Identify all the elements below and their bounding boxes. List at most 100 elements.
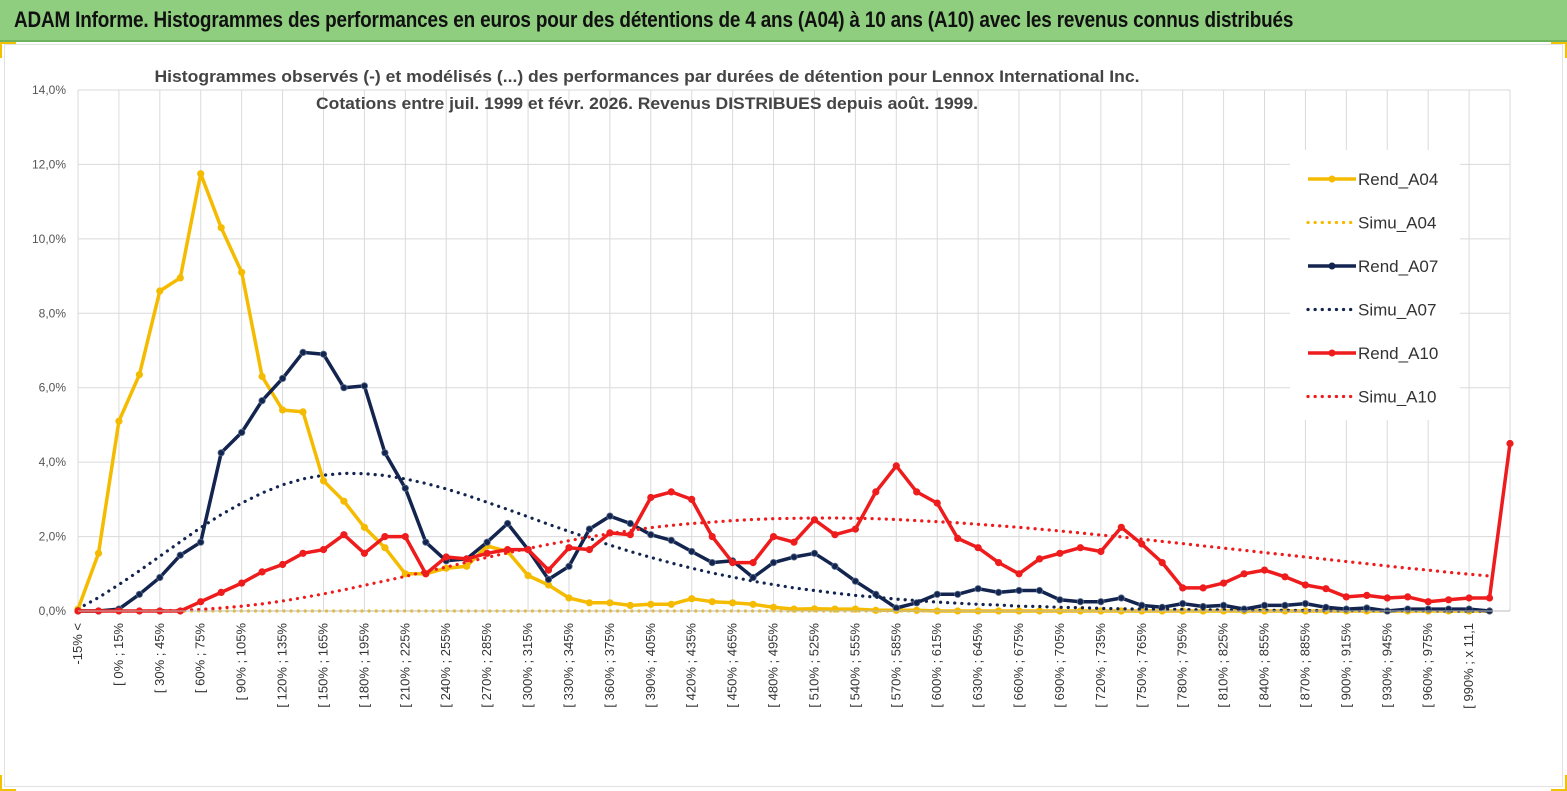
axes-layer: 0,0% 2,0% 4,0% 6,0% 8,0% 10,0% 12,0% 14,0% -15% … bbox=[32, 83, 1510, 709]
data-point-rend-a10 bbox=[278, 560, 287, 569]
x-tick-label: [ 270% ; 285% bbox=[479, 623, 494, 708]
data-point-rend-a04 bbox=[360, 523, 368, 531]
data-point-rend-a04 bbox=[708, 598, 716, 606]
data-point-rend-a04 bbox=[299, 408, 307, 416]
legend-label: Simu_A07 bbox=[1358, 301, 1436, 320]
y-tick-label: 4,0% bbox=[39, 455, 67, 469]
x-tick-label: [ 150% ; 165% bbox=[315, 623, 330, 708]
data-point-rend-a10 bbox=[1485, 594, 1494, 602]
data-point-rend-a04 bbox=[585, 599, 594, 607]
data-point-rend-a10 bbox=[258, 568, 266, 576]
data-point-rend-a04 bbox=[197, 170, 205, 178]
data-point-rend-a07 bbox=[135, 590, 143, 598]
data-point-rend-a07 bbox=[667, 536, 675, 544]
data-point-rend-a07 bbox=[299, 348, 307, 356]
data-point-rend-a10 bbox=[1179, 584, 1187, 592]
corner-mark-bottom-right bbox=[1551, 775, 1567, 791]
legend: Rend_A04 Simu_A04 Rend_A07 Simu_A07 Rend_A10… bbox=[1290, 150, 1460, 420]
data-point-rend-a10 bbox=[1076, 544, 1085, 552]
data-point-rend-a07 bbox=[381, 449, 389, 457]
legend-label: Simu_A04 bbox=[1358, 214, 1436, 233]
data-point-rend-a07 bbox=[503, 519, 512, 528]
data-point-rend-a04 bbox=[565, 594, 573, 602]
chart-subtitle: Cotations entre juil. 1999 et févr. 2026… bbox=[316, 94, 978, 113]
data-point-rend-a10 bbox=[1383, 594, 1391, 602]
data-point-rend-a04 bbox=[319, 477, 328, 485]
data-point-rend-a10 bbox=[503, 545, 512, 554]
data-point-rend-a07 bbox=[565, 562, 573, 570]
data-point-rend-a10 bbox=[974, 544, 982, 552]
data-point-rend-a07 bbox=[585, 525, 594, 533]
data-point-rend-a10 bbox=[1117, 523, 1125, 531]
data-point-rend-a10 bbox=[872, 488, 880, 496]
data-point-rend-a10 bbox=[1506, 439, 1514, 448]
chart-title: Histogrammes observés (-) et modélisés (… bbox=[155, 67, 1140, 86]
y-tick-label: 2,0% bbox=[39, 530, 67, 544]
data-point-rend-a07 bbox=[340, 384, 348, 392]
data-point-rend-a07 bbox=[217, 449, 225, 457]
data-point-rend-a10 bbox=[688, 495, 696, 503]
x-tick-label: [ 840% ; 855% bbox=[1257, 623, 1272, 708]
data-point-rend-a10 bbox=[954, 534, 962, 543]
data-point-rend-a07 bbox=[933, 590, 941, 598]
x-tick-label: [ 390% ; 405% bbox=[643, 623, 658, 708]
data-point-rend-a10 bbox=[1158, 558, 1166, 567]
data-point-rend-a07 bbox=[790, 553, 798, 561]
data-point-rend-a10 bbox=[1220, 579, 1228, 587]
x-tick-label: [ 990% ; x 11,1 bbox=[1461, 623, 1476, 709]
x-tick-label: [ 60% ; 75% bbox=[193, 623, 208, 694]
x-tick-label: [ 300% ; 315% bbox=[520, 623, 535, 708]
data-point-rend-a10 bbox=[667, 488, 675, 496]
data-point-rend-a10 bbox=[1199, 584, 1207, 592]
data-point-rend-a10 bbox=[1015, 570, 1023, 578]
data-point-rend-a07 bbox=[197, 538, 205, 546]
data-point-rend-a04 bbox=[626, 601, 634, 610]
data-point-rend-a10 bbox=[544, 566, 553, 574]
data-point-rend-a10 bbox=[1424, 598, 1432, 606]
legend-background bbox=[1290, 150, 1460, 420]
data-point-rend-a07 bbox=[994, 588, 1003, 597]
legend-label: Rend_A10 bbox=[1358, 344, 1438, 363]
series-line-simu-a10 bbox=[76, 516, 1492, 613]
x-tick-label: [ 690% ; 705% bbox=[1052, 623, 1067, 708]
data-point-rend-a07 bbox=[258, 397, 266, 405]
data-point-rend-a04 bbox=[135, 371, 143, 379]
data-point-rend-a07 bbox=[1097, 598, 1105, 606]
data-point-rend-a07 bbox=[1056, 596, 1064, 604]
data-point-rend-a10 bbox=[708, 532, 716, 541]
data-point-rend-a10 bbox=[831, 531, 839, 539]
data-point-rend-a10 bbox=[933, 499, 941, 507]
y-tick-label: 12,0% bbox=[32, 157, 66, 171]
data-point-rend-a10 bbox=[1301, 581, 1310, 589]
x-tick-label: [ 600% ; 615% bbox=[929, 623, 944, 708]
data-point-rend-a07 bbox=[892, 604, 900, 612]
data-point-rend-a04 bbox=[258, 372, 266, 381]
data-point-rend-a04 bbox=[278, 406, 287, 414]
y-tick-label: 0,0% bbox=[39, 604, 67, 618]
data-point-rend-a04 bbox=[217, 224, 225, 232]
data-point-rend-a07 bbox=[1260, 601, 1269, 610]
x-tick-label: [ 30% ; 45% bbox=[152, 623, 167, 694]
data-point-rend-a07 bbox=[401, 484, 409, 492]
x-tick-label: [ 900% ; 915% bbox=[1338, 623, 1353, 708]
data-point-rend-a04 bbox=[463, 562, 471, 570]
x-tick-label: [ 780% ; 795% bbox=[1175, 623, 1190, 708]
data-point-rend-a10 bbox=[892, 462, 900, 470]
data-point-rend-a07 bbox=[1076, 598, 1085, 606]
data-point-rend-a10 bbox=[1322, 585, 1330, 593]
data-point-rend-a10 bbox=[238, 579, 246, 587]
data-point-rend-a10 bbox=[1363, 591, 1371, 600]
y-tick-label: 6,0% bbox=[39, 381, 67, 395]
data-point-rend-a04 bbox=[115, 417, 123, 425]
data-point-rend-a07 bbox=[1035, 586, 1044, 595]
x-tick-label: [ 360% ; 375% bbox=[602, 623, 617, 708]
x-tick-label: [ 0% ; 15% bbox=[111, 623, 126, 686]
data-point-rend-a04 bbox=[94, 549, 103, 557]
data-point-rend-a07 bbox=[1117, 594, 1125, 602]
data-point-rend-a07 bbox=[544, 575, 553, 584]
data-point-rend-a10 bbox=[381, 532, 389, 541]
legend-marker bbox=[1328, 262, 1336, 270]
data-point-rend-a10 bbox=[1281, 573, 1289, 581]
series-layer bbox=[74, 170, 1514, 615]
